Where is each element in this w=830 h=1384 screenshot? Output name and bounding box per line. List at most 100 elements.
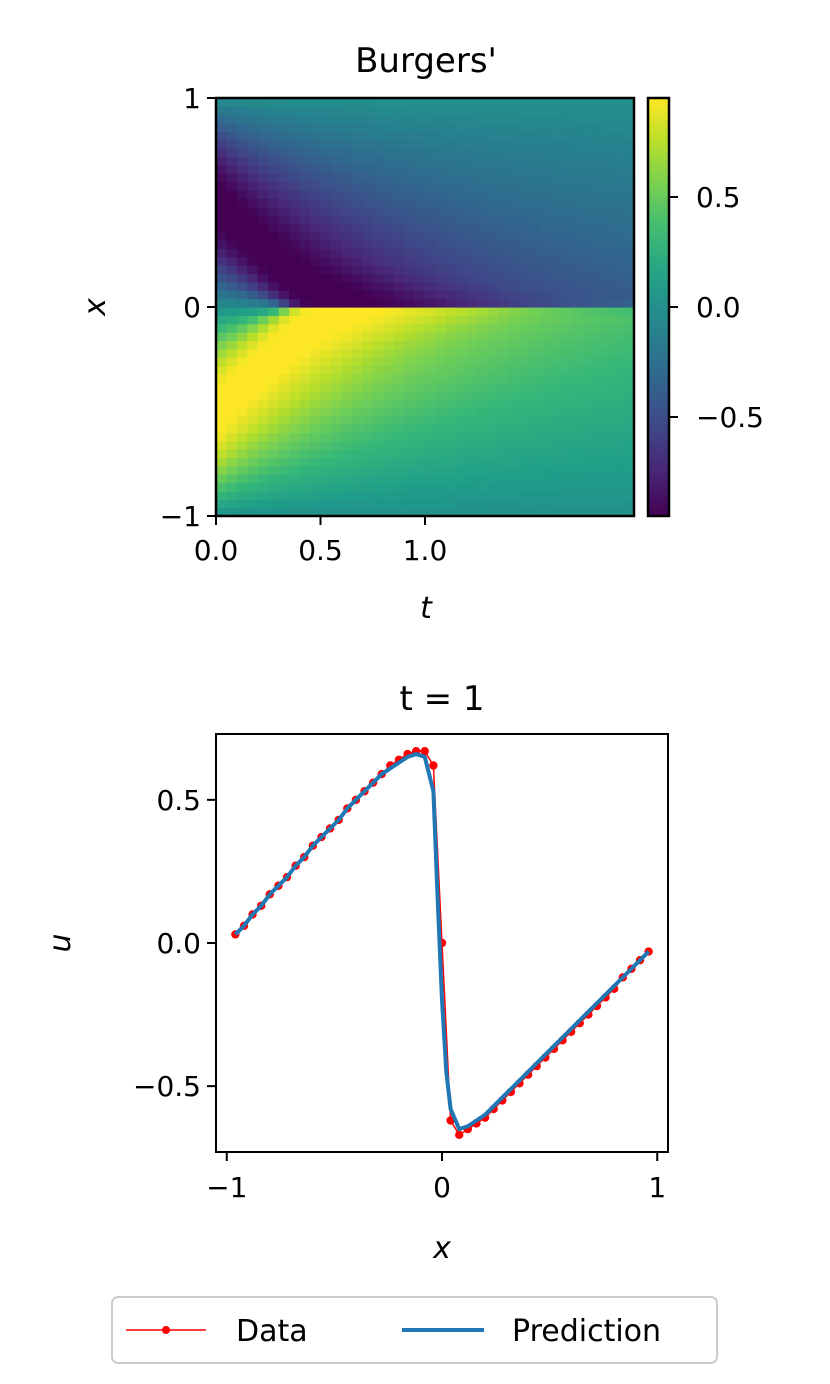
heatmap-cell: [498, 206, 510, 216]
heatmap-cell: [320, 139, 332, 149]
heatmap-cell: [257, 114, 269, 124]
heatmap-cell: [487, 415, 499, 425]
heatmap-cell: [592, 281, 604, 291]
heatmap-cell: [445, 123, 457, 133]
heatmap-cell: [623, 256, 635, 266]
heatmap-cell: [320, 465, 332, 475]
heatmap-cell: [216, 357, 228, 367]
heatmap-cell: [299, 507, 311, 517]
heatmap-cell: [393, 106, 405, 116]
heatmap-cell: [508, 340, 520, 350]
heatmap-cell: [330, 373, 342, 383]
heatmap-cell: [216, 482, 228, 492]
heatmap-cell: [236, 507, 248, 517]
heatmap-cell: [456, 106, 468, 116]
heatmap-cell: [477, 348, 489, 358]
heatmap-cell: [445, 131, 457, 141]
heatmap-cell: [613, 265, 625, 275]
heatmap-cell: [383, 382, 395, 392]
heatmap-cell: [372, 490, 384, 500]
heatmap-cell: [571, 315, 583, 325]
heatmap-cell: [623, 340, 635, 350]
heatmap-cell: [613, 148, 625, 158]
heatmap-cell: [289, 139, 301, 149]
heatmap-cell: [623, 348, 635, 358]
heatmap-cell: [216, 256, 228, 266]
heatmap-cell: [226, 123, 238, 133]
heatmap-cell: [425, 398, 437, 408]
heatmap-cell: [247, 499, 259, 509]
heatmap-cell: [592, 181, 604, 191]
heatmap-cell: [289, 340, 301, 350]
heatmap-cell: [414, 382, 426, 392]
heatmap-cell: [320, 365, 332, 375]
heatmap-cell: [404, 281, 416, 291]
line-chart-x-axis-label: x: [432, 1231, 451, 1266]
heatmap-cell: [592, 398, 604, 408]
heatmap-cell: [466, 156, 478, 166]
heatmap-cell: [278, 164, 290, 174]
heatmap-cell: [372, 215, 384, 224]
heatmap-cell: [330, 131, 342, 141]
heatmap-cell: [477, 181, 489, 191]
heatmap-cell: [247, 407, 259, 417]
heatmap-cell: [320, 457, 332, 467]
heatmap-cell: [581, 474, 593, 484]
heatmap-cell: [404, 298, 416, 308]
heatmap-cell: [571, 373, 583, 383]
heatmap-cell: [278, 357, 290, 367]
heatmap-cell: [247, 315, 259, 325]
heatmap-cell: [592, 114, 604, 124]
heatmap-cell: [466, 189, 478, 199]
heatmap-cell: [320, 407, 332, 417]
heatmap-cell: [466, 181, 478, 191]
heatmap-cell: [613, 332, 625, 342]
heatmap-cell: [236, 474, 248, 484]
heatmap-cell: [435, 131, 447, 141]
heatmap-cell: [487, 256, 499, 266]
heatmap-cell: [393, 315, 405, 325]
heatmap-cell: [581, 248, 593, 258]
heatmap-cell: [623, 181, 635, 191]
heatmap-cell: [487, 382, 499, 392]
heatmap-cell: [404, 440, 416, 450]
heatmap-cell: [236, 432, 248, 442]
heatmap-cell: [602, 440, 614, 450]
heatmap-cell: [623, 189, 635, 199]
heatmap-cell: [278, 240, 290, 250]
heatmap-cell: [529, 507, 541, 517]
heatmap-cell: [508, 265, 520, 275]
heatmap-cell: [247, 290, 259, 300]
heatmap-cell: [487, 449, 499, 459]
heatmap-cell: [498, 131, 510, 141]
heatmap-cell: [414, 449, 426, 459]
heatmap-cell: [560, 390, 572, 400]
heatmap-cell: [508, 474, 520, 484]
heatmap-cell: [341, 424, 353, 433]
heatmap-cell: [487, 173, 499, 183]
heatmap-cell: [508, 482, 520, 492]
heatmap-cell: [623, 298, 635, 308]
heatmap-cell: [362, 365, 374, 375]
heatmap-cell: [539, 198, 551, 208]
heatmap-cell: [320, 148, 332, 158]
heatmap-cell: [613, 348, 625, 358]
heatmap-cell: [278, 490, 290, 500]
heatmap-cell: [456, 432, 468, 442]
heatmap-cell: [613, 256, 625, 266]
heatmap-cell: [592, 98, 604, 107]
heatmap-cell: [477, 164, 489, 174]
heatmap-cell: [383, 357, 395, 367]
heatmap-cell: [414, 156, 426, 166]
heatmap-cell: [226, 499, 238, 509]
heatmap-cell: [592, 465, 604, 475]
heatmap-cell: [613, 290, 625, 300]
heatmap-cell: [236, 499, 248, 509]
heatmap-cell: [351, 390, 363, 400]
heatmap-cell: [623, 432, 635, 442]
heatmap-cell: [383, 240, 395, 250]
heatmap-cell: [278, 181, 290, 191]
heatmap-cell: [592, 231, 604, 241]
heatmap-cell: [299, 373, 311, 383]
heatmap-cell: [226, 148, 238, 158]
